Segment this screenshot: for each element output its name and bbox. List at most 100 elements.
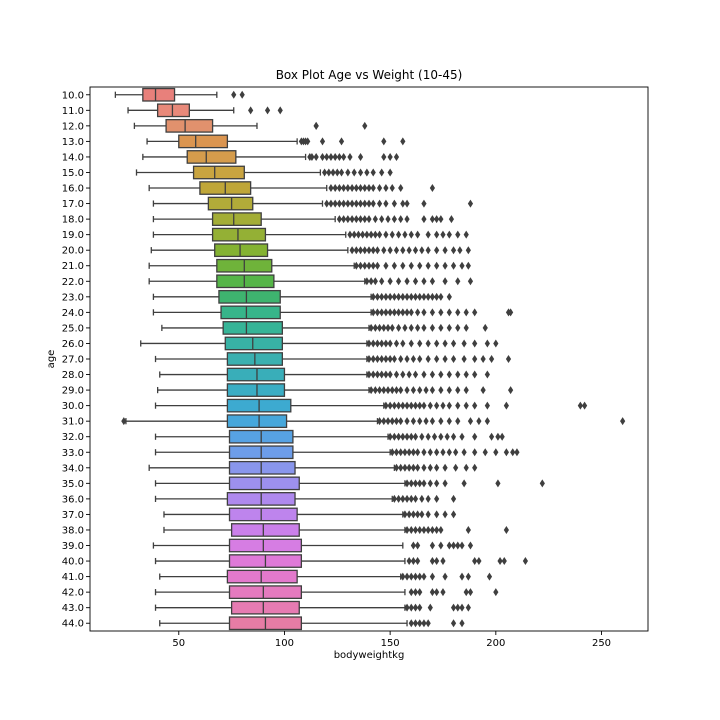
outlier-point	[459, 603, 465, 612]
outlier-point	[467, 417, 474, 426]
outlier-point	[349, 215, 355, 224]
outlier-point	[368, 230, 374, 239]
outlier-point	[400, 339, 406, 348]
outlier-point	[353, 261, 359, 270]
outlier-point	[412, 277, 419, 286]
outlier-point	[440, 448, 446, 457]
outlier-point	[472, 339, 478, 348]
outlier-point	[408, 588, 414, 597]
outlier-point	[326, 168, 332, 177]
outlier-point	[387, 246, 393, 255]
outlier-point	[366, 215, 372, 224]
outlier-point	[328, 199, 334, 208]
outlier-point	[391, 261, 397, 270]
outlier-point	[357, 215, 364, 224]
outlier-point	[379, 215, 385, 224]
outlier-point	[421, 401, 427, 410]
outlier-point	[442, 277, 448, 286]
outlier-point	[514, 448, 520, 457]
outlier-point	[239, 90, 245, 99]
outlier-point	[357, 152, 364, 161]
outlier-point	[450, 603, 457, 612]
outlier-point	[264, 106, 271, 115]
outlier-point	[328, 184, 334, 193]
outlier-point	[461, 448, 467, 457]
outlier-point	[362, 215, 368, 224]
outlier-point	[393, 152, 400, 161]
box-group-age-26.0	[140, 336, 499, 351]
outlier-point	[463, 386, 469, 395]
outlier-point	[429, 323, 436, 332]
outlier-point	[404, 355, 410, 363]
outlier-point	[353, 215, 359, 224]
outlier-point	[404, 401, 410, 410]
outlier-point	[395, 432, 402, 441]
box-group-age-13.0	[146, 134, 406, 149]
outlier-point	[389, 386, 395, 395]
outlier-point	[434, 479, 440, 488]
x-tick-label: 250	[592, 638, 611, 649]
outlier-point	[372, 215, 378, 224]
outlier-point	[408, 323, 414, 332]
box	[216, 274, 275, 289]
outlier-point	[341, 215, 347, 224]
outlier-point	[376, 386, 383, 395]
outlier-point	[442, 479, 448, 488]
outlier-point	[429, 308, 436, 317]
outlier-point	[421, 199, 427, 208]
outlier-point	[408, 401, 414, 410]
outlier-point	[406, 448, 412, 457]
outlier-point	[412, 494, 419, 503]
outlier-point	[345, 168, 351, 177]
outlier-point	[381, 386, 387, 395]
outlier-point	[389, 184, 395, 193]
outlier-point	[505, 355, 512, 363]
outlier-point	[410, 510, 416, 519]
outlier-point	[313, 121, 319, 130]
box	[224, 336, 283, 351]
outlier-point	[482, 323, 488, 332]
outlier-point	[336, 215, 343, 224]
outlier-point	[465, 572, 471, 581]
outlier-point	[121, 417, 127, 426]
outlier-point	[406, 510, 412, 519]
outlier-point	[387, 292, 393, 301]
outlier-point	[332, 152, 338, 161]
y-tick-label: 19.0	[62, 230, 84, 241]
outlier-point	[434, 292, 440, 301]
outlier-point	[362, 199, 368, 208]
outlier-point	[467, 541, 474, 550]
outlier-point	[404, 494, 410, 503]
outlier-point	[364, 230, 370, 239]
outlier-point	[484, 417, 490, 426]
outlier-point	[427, 448, 433, 457]
outlier-point	[372, 277, 378, 286]
box-group-age-27.0	[154, 352, 512, 366]
outlier-point	[421, 448, 427, 457]
outlier-point	[446, 292, 452, 301]
outlier-point	[345, 199, 351, 208]
y-tick-label: 31.0	[62, 417, 84, 428]
outlier-point	[438, 215, 444, 224]
outlier-point	[345, 184, 351, 193]
outlier-point	[450, 339, 457, 348]
outlier-point	[425, 432, 431, 441]
box	[228, 507, 298, 522]
box	[192, 165, 245, 180]
outlier-point	[393, 246, 400, 255]
box-group-age-21.0	[148, 258, 471, 273]
outlier-point	[493, 339, 499, 348]
outlier-point	[480, 386, 486, 395]
outlier-point	[387, 432, 393, 441]
outlier-point	[503, 401, 509, 410]
outlier-point	[427, 603, 433, 612]
outlier-point	[366, 261, 372, 270]
outlier-point	[370, 184, 376, 193]
outlier-point	[370, 292, 376, 301]
box-group-age-37.0	[163, 507, 457, 522]
box	[165, 118, 214, 133]
outlier-point	[421, 619, 427, 628]
outlier-point	[387, 152, 393, 161]
box-group-age-10.0	[114, 87, 245, 102]
outlier-point	[463, 463, 469, 472]
